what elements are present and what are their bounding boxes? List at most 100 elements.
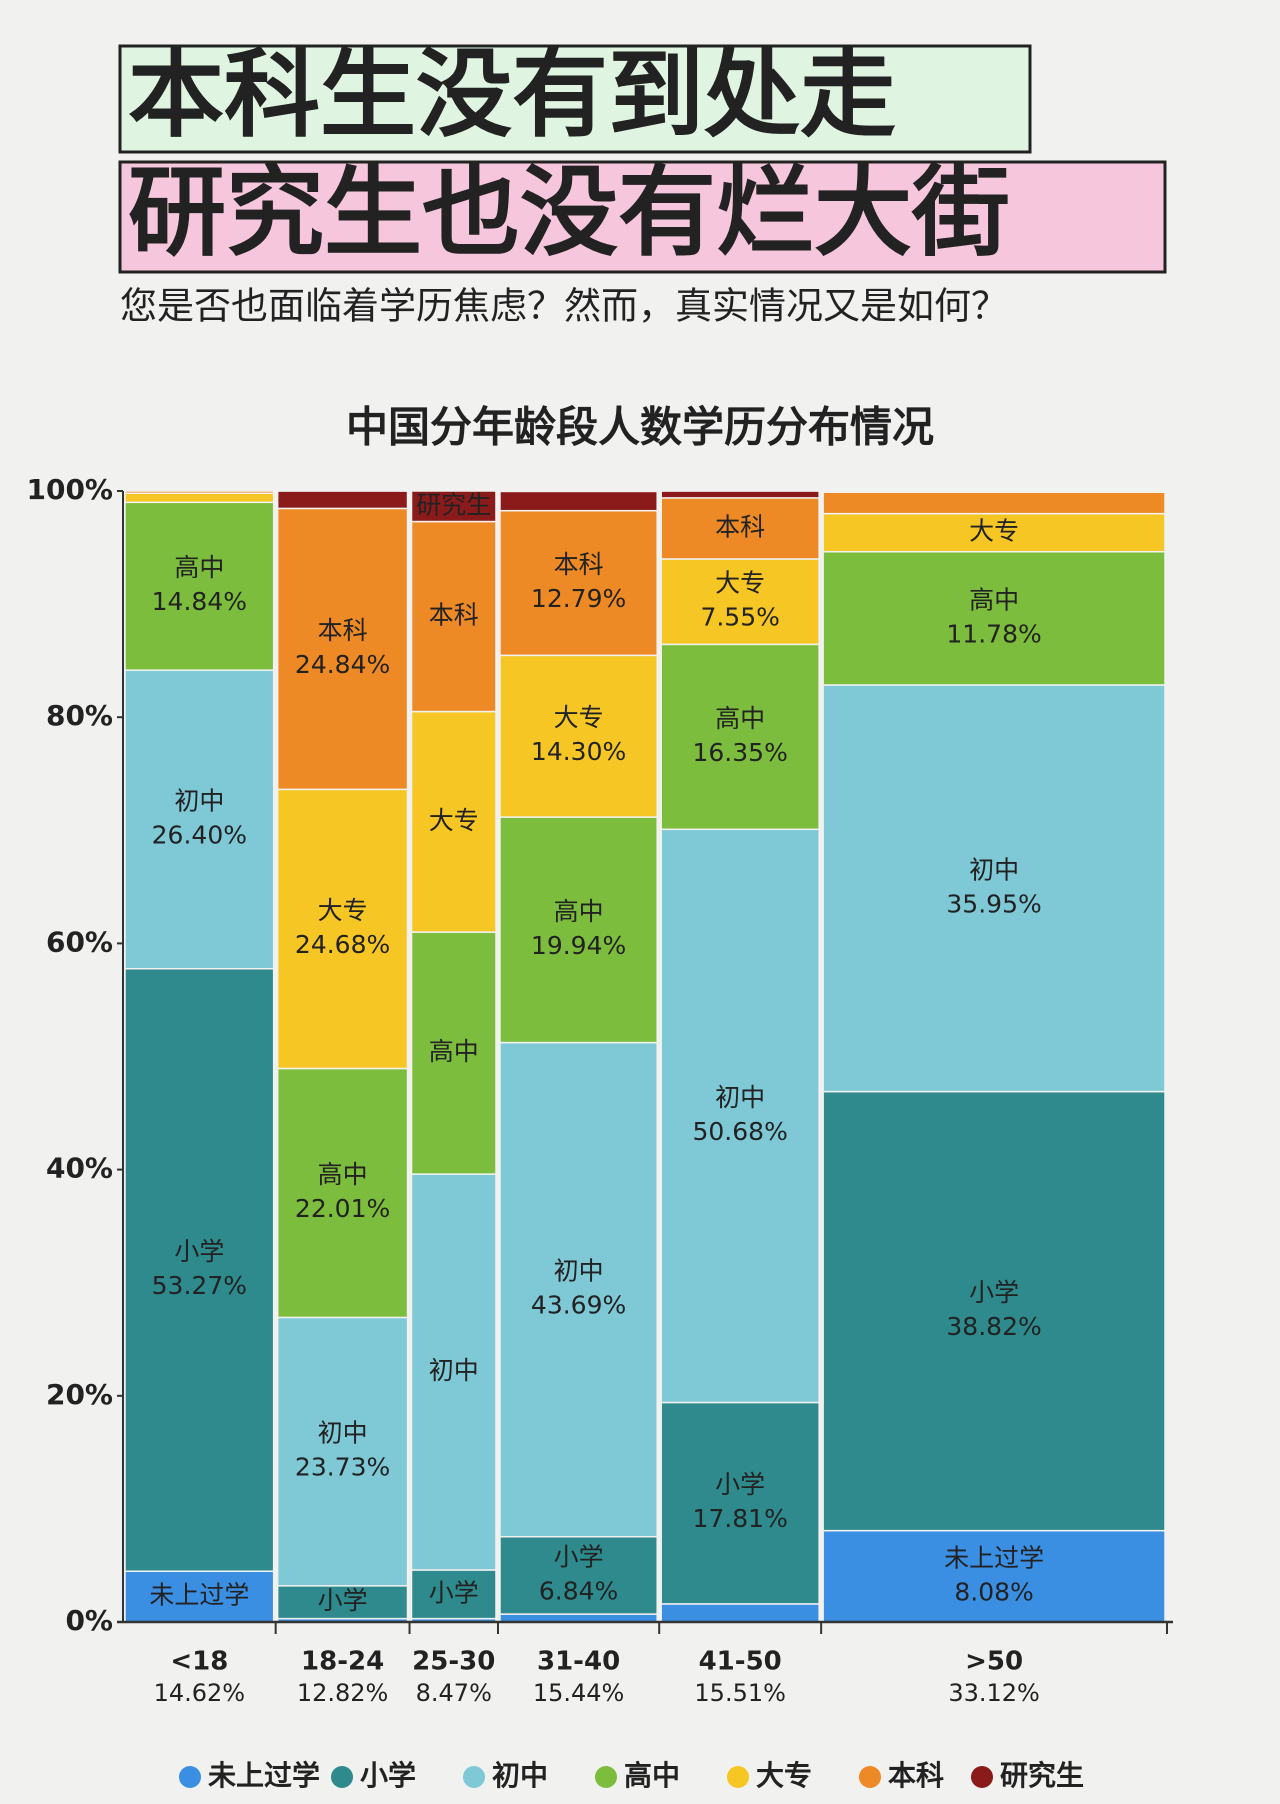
segment-value: 26.40% [152, 820, 247, 849]
title-line: 研究生也没有烂大街 [128, 156, 1010, 270]
segment [410, 931, 497, 1175]
legend-label: 未上过学 [208, 1759, 320, 1792]
segment-name: 初中 [715, 1083, 765, 1112]
segment [822, 684, 1166, 1093]
segment [660, 490, 820, 499]
segment [822, 1090, 1166, 1532]
segment-value: 38.82% [946, 1312, 1041, 1341]
segment [124, 967, 275, 1572]
chart-title: 中国分年龄段人数学历分布情况 [346, 403, 934, 452]
y-tick-label: 0% [65, 1604, 113, 1637]
legend-swatch [971, 1766, 993, 1788]
segment [499, 654, 658, 818]
segment-name: 本科 [715, 512, 765, 541]
segment-name: 初中 [174, 786, 224, 815]
segment [660, 1603, 820, 1623]
segment-name: 大专 [715, 569, 765, 598]
y-tick-label: 80% [46, 699, 113, 732]
segment-name: 初中 [554, 1257, 604, 1286]
segment [124, 1570, 275, 1623]
segment-name: 高中 [969, 585, 1019, 614]
segment-name: 初中 [969, 855, 1019, 884]
segment-name: 小学 [318, 1586, 368, 1615]
segment [822, 550, 1166, 686]
segment [410, 710, 497, 933]
segment-name: 高中 [715, 704, 765, 733]
segment [410, 520, 497, 713]
segment [410, 490, 497, 523]
segment-name: 高中 [554, 897, 604, 926]
legend-label: 研究生 [1000, 1759, 1084, 1792]
segment [660, 1401, 820, 1605]
segment-name: 研究生 [416, 490, 491, 519]
segment [276, 1585, 409, 1620]
title-box [118, 44, 1032, 154]
segment-value: 24.68% [295, 930, 390, 959]
legend-label: 小学 [360, 1759, 416, 1792]
segment [822, 490, 1166, 493]
x-tick-label: <18 [170, 1647, 228, 1677]
segment [499, 1535, 658, 1615]
x-tick-label: 25-30 [412, 1647, 495, 1677]
segment-value: 22.01% [295, 1194, 390, 1223]
segment [660, 828, 820, 1404]
segment [276, 507, 409, 791]
segment [499, 509, 658, 657]
legend-label: 大专 [756, 1759, 812, 1792]
segment-name: 本科 [429, 601, 479, 630]
segment [124, 490, 275, 495]
segment-value: 17.81% [693, 1504, 788, 1533]
segment-name: 本科 [554, 550, 604, 579]
legend-swatch [595, 1766, 617, 1788]
segment-name: 高中 [429, 1037, 479, 1066]
segment [822, 1529, 1166, 1623]
segment-value: 14.84% [152, 587, 247, 616]
x-tick-label: 41-50 [699, 1647, 782, 1677]
segment-value: 50.68% [693, 1117, 788, 1146]
segment-value: 19.94% [531, 931, 626, 960]
segment [124, 492, 275, 504]
segment-name: 小学 [554, 1542, 604, 1571]
segment-name: 小学 [429, 1578, 479, 1607]
segment-value: 7.55% [700, 603, 779, 632]
x-width-label: 15.44% [533, 1679, 625, 1707]
x-width-label: 14.62% [154, 1679, 246, 1707]
segment [124, 669, 275, 970]
title-box [118, 160, 1167, 274]
segment-value: 11.78% [946, 619, 1041, 648]
segment-value: 24.84% [295, 650, 390, 679]
segment-value: 16.35% [693, 738, 788, 767]
legend-swatch [331, 1766, 353, 1788]
subtitle: 您是否也面临着学历焦虑？然而，真实情况又是如何？ [120, 285, 1008, 328]
x-width-label: 15.51% [694, 1679, 786, 1707]
segment-value: 53.27% [152, 1271, 247, 1300]
x-tick-label: 31-40 [537, 1647, 620, 1677]
segment-name: 初中 [429, 1356, 479, 1385]
segment-name: 未上过学 [149, 1581, 249, 1610]
x-width-label: 12.82% [297, 1679, 389, 1707]
y-tick-label: 40% [46, 1152, 113, 1185]
legend-label: 初中 [492, 1759, 548, 1792]
segment-value: 8.08% [954, 1577, 1033, 1606]
segment-name: 大专 [554, 703, 604, 732]
legend-label: 高中 [624, 1759, 680, 1792]
segment [276, 490, 409, 510]
y-tick-label: 60% [46, 925, 113, 958]
segment-value: 14.30% [531, 737, 626, 766]
x-tick-label: >50 [965, 1647, 1023, 1677]
segment-name: 小学 [174, 1237, 224, 1266]
segment [660, 558, 820, 646]
segment [499, 816, 658, 1044]
x-width-label: 8.47% [416, 1679, 492, 1707]
legend-swatch [727, 1766, 749, 1788]
segment [276, 1067, 409, 1319]
legend-label: 本科 [888, 1759, 944, 1792]
y-tick-label: 100% [26, 473, 113, 506]
segment [276, 1316, 409, 1587]
segment [499, 490, 658, 512]
segment-name: 大专 [429, 806, 479, 835]
segment-name: 高中 [318, 1160, 368, 1189]
segment-name: 高中 [174, 553, 224, 582]
y-tick-label: 20% [46, 1378, 113, 1411]
